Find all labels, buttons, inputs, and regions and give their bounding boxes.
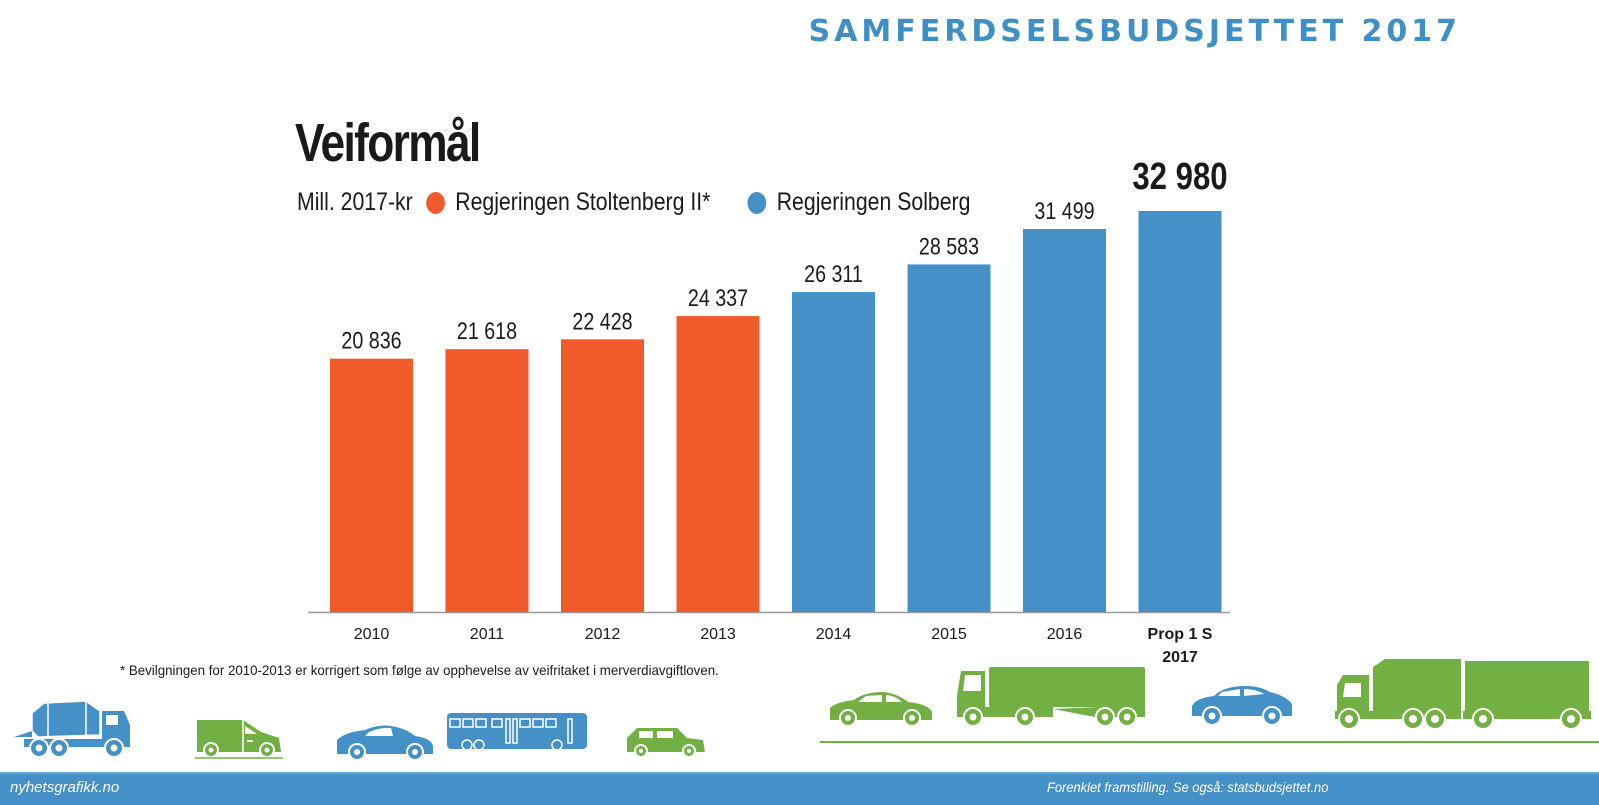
bus-icon <box>447 713 587 751</box>
legend-item-stoltenberg: Regjeringen Stoltenberg II* <box>426 188 710 217</box>
value-label: 20 836 <box>341 327 401 354</box>
bar-chart: 20 836 2010 21 618 2011 22 428 2012 24 337 2013… <box>308 156 1230 666</box>
legend-item-solberg: Regjeringen Solberg <box>747 188 971 217</box>
bar-2013 <box>676 316 760 612</box>
bar-2011 <box>445 349 529 612</box>
legend: Mill. 2017-kr Regjeringen Stoltenberg II… <box>297 188 1008 217</box>
value-label: 26 311 <box>804 260 863 287</box>
footer-source: nyhetsgrafikk.no <box>10 779 120 796</box>
van-icon <box>195 720 283 759</box>
footer-note: Forenklet framstilling. Se også: statsbu… <box>1047 779 1329 795</box>
car-icon <box>830 692 932 727</box>
chart-title: Veiformål <box>295 113 481 173</box>
category-label: 2011 <box>470 626 505 643</box>
footnote: * Bevilgningen for 2010-2013 er korriger… <box>120 662 719 678</box>
category-label: 2016 <box>1047 626 1083 643</box>
category-label: 2017 <box>1162 649 1198 666</box>
legend-label: Regjeringen Solberg <box>776 188 971 216</box>
sedan-icon <box>337 725 433 761</box>
category-label: 2014 <box>816 626 852 643</box>
value-label: 21 618 <box>457 317 517 344</box>
category-label: 2010 <box>354 626 390 643</box>
value-label: 32 980 <box>1132 156 1227 198</box>
value-label: 31 499 <box>1034 197 1094 224</box>
footer-bar: nyhetsgrafikk.no Forenklet framstilling.… <box>0 772 1599 805</box>
suv-icon <box>627 728 705 758</box>
brand-title: SAMFERDSELSBUDSJETTET 2017 <box>808 14 1461 49</box>
crossover-icon <box>1192 686 1292 726</box>
unit-label: Mill. 2017-kr <box>297 188 413 216</box>
category-label: 2013 <box>700 626 736 643</box>
bar-2015 <box>907 264 991 612</box>
bar-2010 <box>330 358 413 612</box>
bar-2012 <box>561 339 644 612</box>
cement-truck-icon <box>14 700 130 758</box>
category-label: 2012 <box>585 626 621 643</box>
truck-trailer-icon <box>1335 659 1591 730</box>
category-label: 2015 <box>931 626 967 643</box>
legend-dot-blue-icon <box>747 191 767 214</box>
road-line <box>820 741 1599 743</box>
legend-label: Regjeringen Stoltenberg II* <box>455 188 711 216</box>
bar-2016 <box>1023 229 1106 612</box>
value-label: 24 337 <box>688 284 748 311</box>
value-label: 28 583 <box>919 233 979 260</box>
value-label: 22 428 <box>572 307 632 334</box>
semi-truck-icon <box>957 667 1145 727</box>
legend-dot-orange-icon <box>426 191 446 214</box>
bar-2014 <box>792 292 875 612</box>
bar-prop-1-s-2017 <box>1138 211 1222 612</box>
category-label: Prop 1 S <box>1148 626 1213 643</box>
